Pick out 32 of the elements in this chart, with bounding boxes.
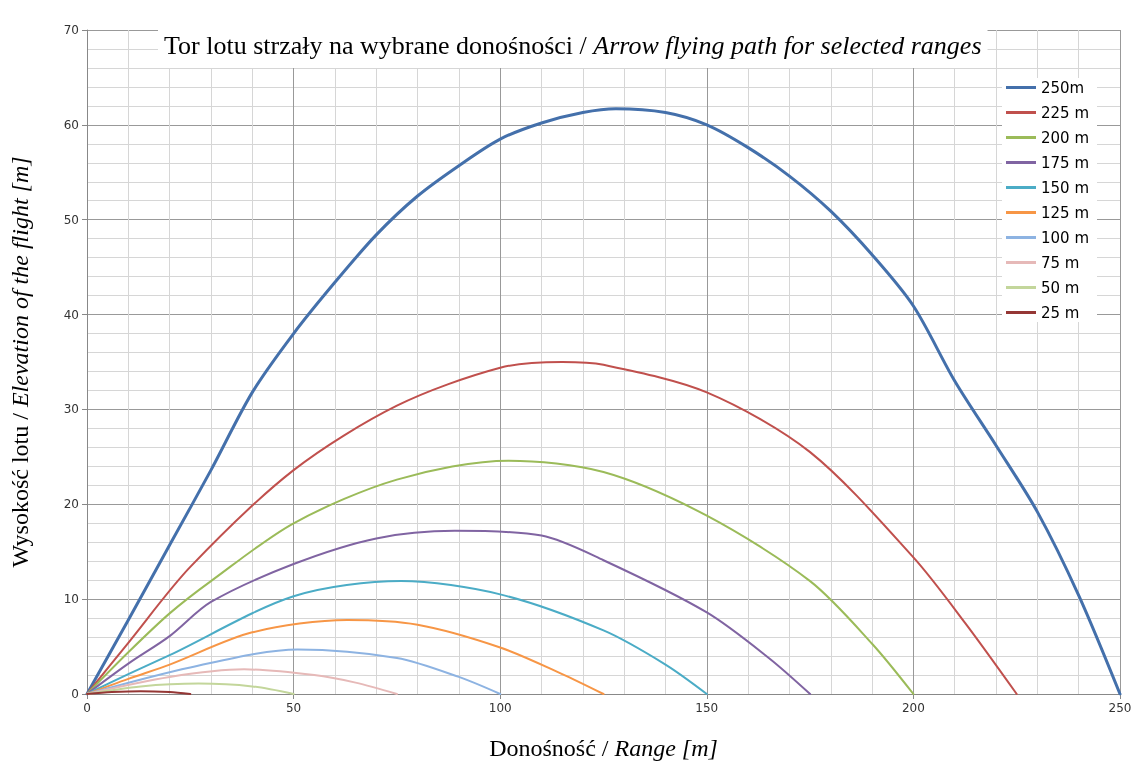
- y-tick-label: 30: [63, 402, 79, 417]
- y-axis-title: Wysokość lotu / Elevation of the flight [m]: [7, 156, 33, 568]
- x-tick-label: 200: [901, 701, 925, 715]
- y-tick-label: 50: [63, 212, 79, 227]
- legend-label: 175 m: [1040, 153, 1090, 172]
- line-series: [86, 619, 605, 695]
- legend-label: 225 m: [1040, 103, 1090, 122]
- y-tick-label: 70: [63, 23, 79, 37]
- legend-label: 200 m: [1040, 128, 1090, 147]
- x-axis-title: Donośność / Range [m]: [489, 735, 718, 761]
- x-tick-label: 250: [1108, 701, 1132, 715]
- x-tick-label: 100: [488, 701, 512, 715]
- legend-label: 150 m: [1040, 178, 1090, 197]
- x-tick-label: 50: [285, 701, 302, 715]
- legend-label: 75 m: [1040, 253, 1080, 272]
- line-series: [86, 361, 1018, 695]
- y-tick-label: 60: [63, 117, 79, 132]
- line-series: [86, 668, 398, 695]
- y-tick-label: 0: [71, 687, 79, 701]
- line-series: [86, 529, 812, 695]
- legend-label: 125 m: [1040, 203, 1090, 222]
- legend-label: 100 m: [1040, 228, 1090, 247]
- legend-label: 50 m: [1040, 278, 1080, 297]
- y-tick-label: 10: [63, 592, 79, 607]
- x-tick-label: 0: [83, 701, 91, 715]
- legend-label: 25 m: [1040, 303, 1080, 322]
- legend-label: 250m: [1040, 78, 1085, 97]
- x-tick-label: 150: [695, 701, 719, 715]
- y-tick-label: 20: [63, 497, 79, 512]
- y-tick-label: 40: [63, 307, 79, 322]
- chart-title: Tor lotu strzały na wybrane donośności / Arrow flying path for selected ranges: [164, 30, 982, 60]
- line-series: [86, 459, 915, 695]
